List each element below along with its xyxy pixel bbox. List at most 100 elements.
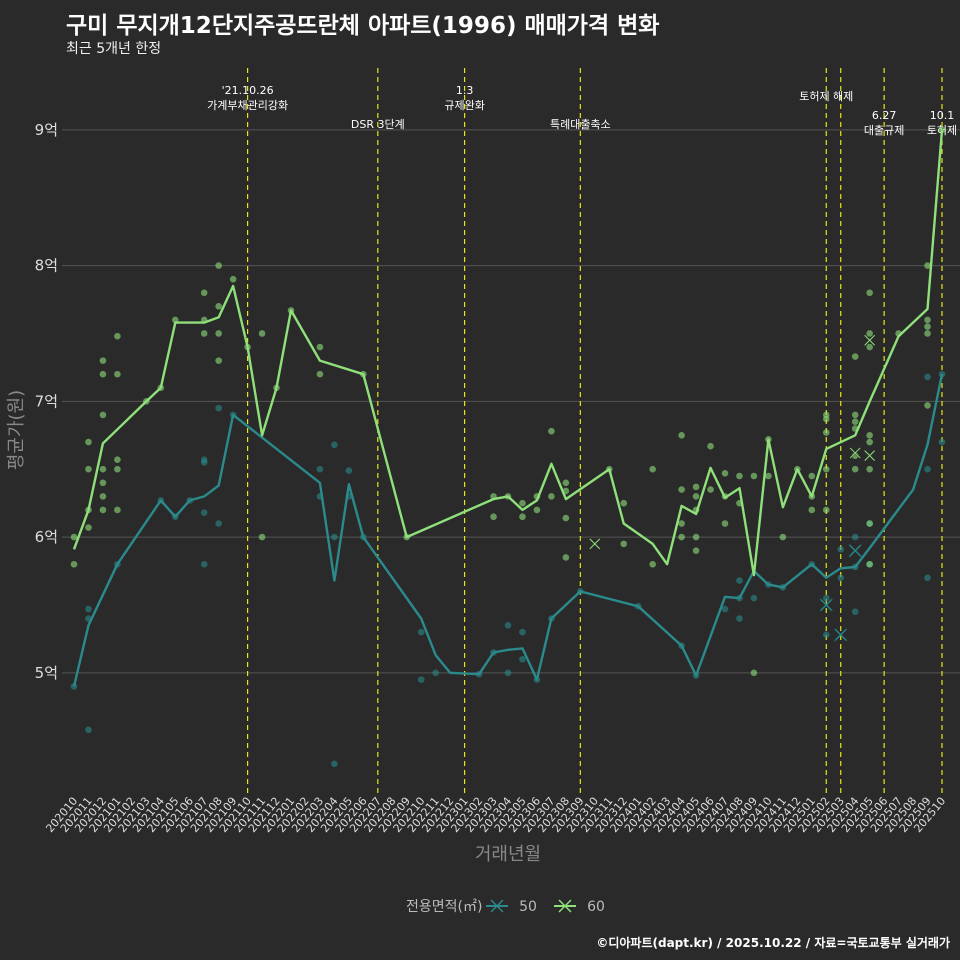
data-point-50 [331,441,338,449]
data-point-60 [258,330,266,337]
data-point-50 [924,373,931,381]
y-tick-label: 5억 [35,664,58,682]
chart-title: 구미 무지개12단지주공뜨란체 아파트(1996) 매매가격 변화 [66,13,660,39]
data-point-60 [99,370,107,378]
data-point-50 [85,726,92,734]
data-point-60 [808,506,816,514]
data-point-50 [70,683,78,690]
source-caption: ©디아파트(dapt.kr) / 2025.10.22 / 자료=국토교통부 실… [596,936,950,950]
event-label: 규제완화 [444,99,484,112]
data-point-60 [85,465,92,473]
data-point-60 [99,506,107,514]
data-point-60 [215,357,222,364]
data-point-60 [548,427,555,435]
data-point-50 [200,459,208,466]
data-point-60 [866,560,873,568]
data-point-60 [70,560,78,568]
data-point-60 [736,472,743,480]
data-point-60 [316,343,324,351]
data-point-60 [99,479,107,487]
data-point-60 [215,303,222,310]
event-label: 10.1 [930,109,955,122]
data-point-60 [692,547,700,554]
data-point-50 [316,465,324,473]
data-point-50 [736,615,743,622]
data-point-60 [215,330,222,337]
data-point-60 [678,533,685,541]
data-point-60 [99,411,107,419]
event-label: '21.10.26 [222,84,274,97]
data-point-50 [85,605,92,613]
data-point-50 [345,467,353,474]
data-point-50 [822,594,830,602]
data-point-60 [114,370,121,378]
data-point-60 [866,330,873,337]
data-point-60 [692,493,700,500]
data-point-60 [707,442,714,450]
data-point-60 [649,560,656,568]
data-point-60 [85,438,92,446]
x-axis-title: 거래년월 [475,844,541,865]
data-point-60 [114,332,121,340]
event-label: 특례대출축소 [550,118,611,131]
data-point-60 [85,524,92,531]
data-point-60 [200,289,208,297]
data-point-60 [678,520,685,527]
data-point-60 [562,514,570,522]
legend-marker-50 [490,899,504,913]
data-point-50 [215,404,222,412]
data-point-60 [924,330,931,337]
event-label: 토허제 해제 [799,89,853,103]
series-line-50 [72,373,944,687]
data-point-60 [851,353,859,360]
data-point-60 [721,469,729,477]
data-point-50 [504,622,512,629]
cross-marker-50 [835,629,847,641]
data-point-60 [822,415,830,423]
data-point-50 [736,577,743,584]
data-point-60 [519,499,526,507]
cross-marker-50 [820,599,832,611]
data-point-60 [765,472,772,480]
series-line-60 [72,129,944,577]
data-point-60 [866,520,873,527]
data-point-50 [924,574,931,582]
data-point-50 [822,631,830,639]
event-label: 6.27 [872,109,897,122]
data-point-50 [938,438,946,446]
data-point-60 [490,513,497,521]
event-label: 1.3 [456,84,474,97]
data-point-60 [866,431,873,439]
data-point-60 [258,533,266,541]
y-tick-label: 8억 [35,257,58,275]
data-point-60 [562,479,570,487]
data-point-50 [200,509,208,516]
data-point-60 [924,262,931,269]
data-point-60 [519,513,526,521]
data-point-50 [721,605,729,613]
data-point-50 [417,676,425,683]
data-point-60 [620,499,628,507]
data-point-60 [533,506,541,514]
data-point-50 [504,669,512,677]
cross-marker-60 [849,447,861,459]
data-point-50 [924,465,931,473]
data-point-50 [417,628,425,636]
data-point-60 [70,533,78,541]
cross-marker-60 [864,450,876,462]
data-point-50 [331,533,338,541]
data-point-60 [620,540,628,548]
data-point-50 [519,655,526,663]
y-axis-title: 평균가(원) [6,390,27,470]
data-point-60 [924,323,931,330]
data-point-60 [707,486,714,493]
data-point-60 [99,493,107,500]
data-point-60 [200,330,208,337]
data-point-60 [548,493,555,500]
data-point-60 [721,520,729,527]
data-point-60 [866,343,873,351]
y-tick-label: 6억 [35,528,58,546]
data-point-50 [519,628,526,636]
